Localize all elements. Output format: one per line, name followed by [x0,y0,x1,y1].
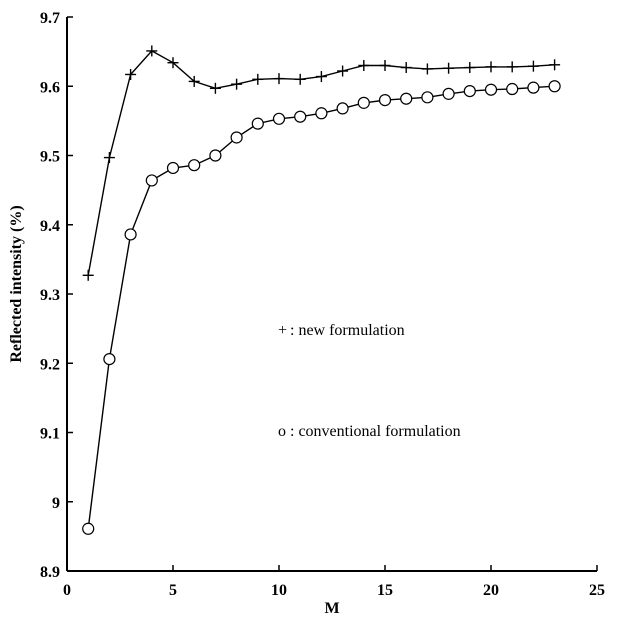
data-point-plus [273,73,285,85]
data-point-plus [188,75,200,87]
y-tick-label: 9.1 [40,426,60,443]
data-point-plus [527,60,539,72]
x-tick-label: 5 [169,582,177,599]
data-point-circle [378,93,392,107]
y-tick-label: 8.9 [40,564,60,581]
data-point-plus [146,45,158,57]
data-point-circle [336,102,349,115]
data-point-plus [464,62,476,74]
data-point-circle [272,112,286,125]
data-point-circle [506,82,519,96]
data-point-plus [443,62,455,74]
data-point-plus [337,65,349,77]
ticks: 0 5 10 15 20 25 8.9 9 9.1 9.2 9.3 9.4 9.5 9.6 9.7 [40,10,605,599]
data-point-plus [400,62,412,74]
data-point-circle [400,92,413,105]
y-tick-label: 9.3 [40,287,60,304]
y-tick-label: 9.2 [40,356,60,373]
y-axis-label: Reflected intensity (%) [8,205,25,362]
data-point-plus [231,78,243,90]
series-markers [82,45,561,535]
data-point-circle [484,83,498,96]
y-tick-label: 9 [52,495,60,512]
y-tick-label: 9.5 [40,149,60,166]
data-point-plus [315,71,327,83]
data-point-plus [252,73,264,85]
data-point-circle [421,91,434,104]
x-tick-label: 15 [377,582,393,599]
data-point-plus [209,82,221,94]
legend: + : new formulation o : conventional for… [278,322,461,440]
legend-text-conventional: : conventional formulation [290,423,461,440]
data-point-circle [463,84,476,98]
data-point-plus [294,73,306,85]
data-point-plus [421,63,433,75]
data-point-circle [209,149,222,162]
data-point-circle [315,107,328,120]
series-line-circle [87,85,555,529]
data-point-plus [103,152,115,164]
data-point-plus [167,57,179,69]
data-point-plus [379,59,391,71]
legend-marker-conventional: o [278,423,286,440]
y-tick-label: 9.7 [40,10,60,27]
series-lines [87,50,555,529]
data-point-plus [506,61,518,73]
data-point-circle [442,87,455,100]
legend-marker-new: + [278,322,287,339]
data-point-circle [145,174,158,187]
y-tick-label: 9.4 [40,218,60,235]
x-tick-label: 10 [271,582,287,599]
legend-text-new: : new formulation [290,322,405,339]
legend-entry-new: + : new formulation [278,322,405,339]
data-point-circle [82,522,95,535]
series-line-plus [87,50,555,276]
data-point-plus [549,59,561,71]
data-point-plus [82,269,94,281]
data-point-circle [103,352,116,366]
x-tick-label: 20 [483,582,499,599]
data-point-plus [358,59,370,71]
data-point-circle [357,96,370,109]
data-point-circle [188,159,201,172]
legend-entry-conventional: o : conventional formulation [278,423,461,440]
data-point-circle [251,117,264,130]
data-point-plus [485,61,497,73]
data-point-circle [124,228,137,241]
x-axis-label: M [324,600,339,617]
data-point-circle [230,131,243,144]
x-tick-label: 0 [63,582,71,599]
data-point-plus [125,68,137,80]
axes [66,17,597,572]
y-tick-label: 9.6 [40,79,60,96]
data-point-circle [548,80,561,93]
data-point-circle [527,81,540,94]
data-point-circle [166,161,180,175]
x-tick-label: 25 [589,582,605,599]
data-point-circle [294,110,307,123]
